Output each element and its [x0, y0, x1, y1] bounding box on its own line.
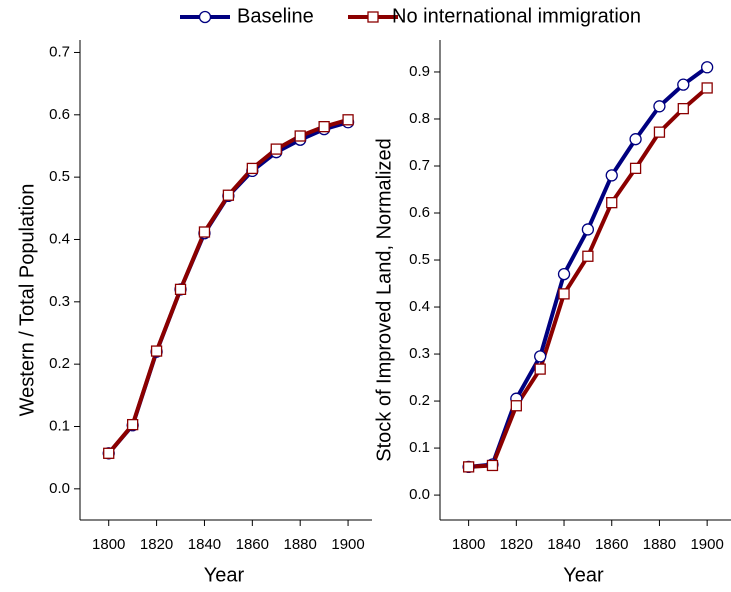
marker	[534, 363, 546, 375]
y-axis-title: Western / Total Population	[16, 184, 38, 417]
marker	[581, 223, 595, 236]
x-tick-label: 1800	[452, 536, 485, 553]
y-tick-label: 0.2	[409, 392, 430, 409]
marker	[127, 418, 139, 431]
series-line	[468, 86, 709, 469]
y-tick-label: 0.9	[409, 63, 430, 80]
marker	[294, 130, 306, 142]
legend-marker	[367, 11, 379, 23]
x-tick-label: 1860	[236, 536, 269, 553]
y-tick-label: 0.1	[409, 439, 430, 456]
x-tick-label: 1860	[595, 536, 628, 553]
marker	[222, 189, 235, 201]
marker	[605, 169, 618, 182]
marker	[653, 126, 666, 138]
y-tick-label: 0.0	[49, 480, 70, 497]
series-line	[107, 120, 349, 455]
x-tick-label: 1880	[643, 536, 676, 553]
marker	[486, 459, 499, 472]
y-tick-label: 0.3	[49, 293, 70, 310]
series-line	[107, 117, 349, 455]
y-tick-label: 0.4	[49, 230, 70, 247]
x-tick-label: 1900	[331, 536, 364, 553]
legend-label: Baseline	[237, 5, 314, 27]
y-tick-label: 0.6	[49, 106, 70, 123]
y-tick-label: 0.5	[49, 168, 70, 185]
marker	[677, 102, 689, 115]
marker	[582, 250, 594, 262]
x-tick-label: 1820	[140, 536, 173, 553]
marker	[150, 345, 163, 357]
y-tick-label: 0.8	[409, 110, 430, 127]
y-tick-label: 0.7	[49, 43, 70, 60]
x-tick-label: 1840	[188, 536, 221, 553]
x-tick-label: 1880	[284, 536, 317, 553]
y-tick-label: 0.7	[409, 157, 430, 174]
y-tick-label: 0.5	[409, 251, 430, 268]
marker	[198, 226, 211, 238]
marker	[342, 114, 354, 126]
marker	[606, 197, 618, 209]
x-tick-label: 1820	[500, 536, 533, 553]
legend-label: No international immigration	[392, 5, 641, 27]
x-tick-label: 1900	[690, 536, 723, 553]
x-axis-title: Year	[204, 564, 245, 586]
marker	[629, 162, 642, 174]
marker	[174, 283, 187, 296]
y-tick-label: 0.1	[49, 417, 70, 434]
marker	[677, 78, 690, 91]
y-tick-label: 0.2	[49, 355, 70, 372]
x-tick-label: 1840	[547, 536, 580, 553]
marker	[318, 120, 330, 133]
marker	[534, 350, 547, 363]
marker	[653, 100, 666, 113]
legend-marker	[198, 10, 212, 24]
marker	[701, 82, 713, 94]
marker	[700, 61, 714, 74]
y-tick-label: 0.0	[409, 486, 430, 503]
y-axis-title: Stock of Improved Land, Normalized	[373, 138, 395, 462]
marker	[510, 400, 522, 412]
marker	[558, 288, 570, 300]
y-tick-label: 0.6	[409, 204, 430, 221]
marker	[103, 447, 115, 459]
marker	[246, 162, 258, 175]
marker	[557, 267, 571, 281]
marker	[629, 133, 642, 146]
series-line	[468, 65, 709, 469]
x-axis-title: Year	[563, 564, 604, 586]
y-tick-label: 0.4	[409, 298, 430, 315]
x-tick-label: 1800	[92, 536, 125, 553]
marker	[462, 461, 475, 473]
marker	[270, 143, 282, 155]
y-tick-label: 0.3	[409, 345, 430, 362]
